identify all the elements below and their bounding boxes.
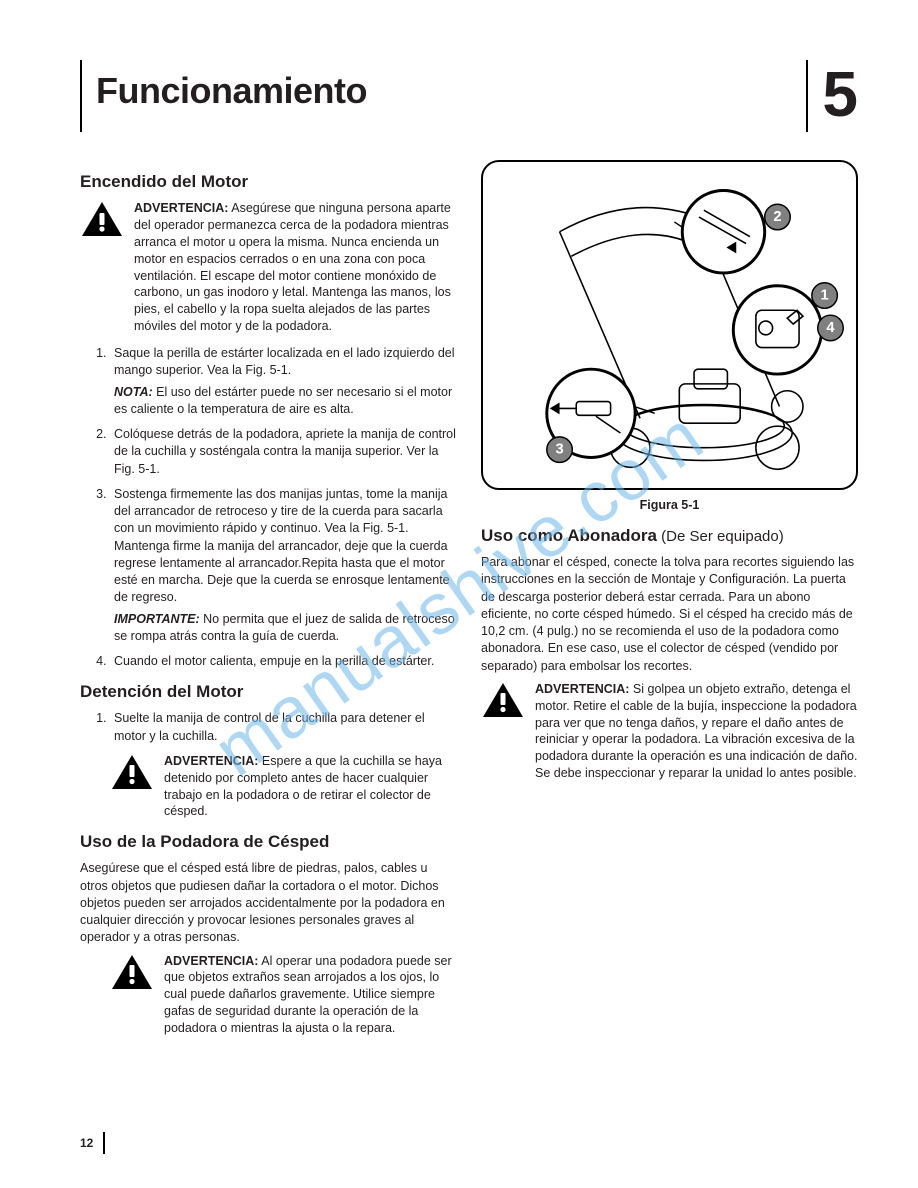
important-block: IMPORTANTE: No permita que el juez de sa… <box>114 611 457 646</box>
step-2: Colóquese detrás de la podadora, apriete… <box>110 426 457 478</box>
warning-block-1: ADVERTENCIA: Asegúrese que ninguna perso… <box>80 200 457 335</box>
step-1: Saque la perilla de estárter localizada … <box>110 345 457 418</box>
heading-sub: (De Ser equipado) <box>657 528 784 545</box>
warning-body: Si golpea un objeto extraño, detenga el … <box>535 682 857 780</box>
warning-body: Asegúrese que ninguna persona aparte del… <box>134 201 451 333</box>
warning-lead: ADVERTENCIA: <box>164 754 258 768</box>
heading-uso-podadora: Uso de la Podadora de Césped <box>80 832 457 852</box>
warning-block-4: ADVERTENCIA: Si golpea un objeto extraño… <box>481 681 858 782</box>
callout-1: 1 <box>820 288 828 304</box>
warning-icon <box>481 681 525 782</box>
note-body: El uso del estárter puede no ser necesar… <box>114 385 452 416</box>
right-column: 2 1 4 3 Figura 5-1 Uso como Abonadora (D… <box>481 160 858 1047</box>
warning-text-2: ADVERTENCIA: Espere a que la cuchilla se… <box>164 753 457 821</box>
page-number: 12 <box>80 1132 105 1154</box>
step-4: Cuando el motor calienta, empuje en la p… <box>110 653 457 670</box>
page-container: Funcionamiento 5 Encendido del Motor ADV… <box>0 0 918 1188</box>
warning-block-2: ADVERTENCIA: Espere a que la cuchilla se… <box>110 753 457 821</box>
callout-2: 2 <box>773 209 781 225</box>
callout-4: 4 <box>826 320 835 336</box>
encendido-steps: Saque la perilla de estárter localizada … <box>80 345 457 670</box>
step-3: Sostenga firmemente las dos manijas junt… <box>110 486 457 645</box>
mower-diagram: 2 1 4 3 <box>483 162 856 488</box>
uso-paragraph: Asegúrese que el césped está libre de pi… <box>80 860 457 946</box>
chapter-number: 5 <box>806 60 858 132</box>
important-lead: IMPORTANTE: <box>114 612 200 626</box>
callout-3: 3 <box>555 442 563 458</box>
figure-caption: Figura 5-1 <box>481 498 858 512</box>
title-row: Funcionamiento 5 <box>80 60 858 132</box>
detencion-steps: Suelte la manija de control de la cuchil… <box>80 710 457 745</box>
warning-text-1: ADVERTENCIA: Asegúrese que ninguna perso… <box>134 200 457 335</box>
heading-main: Uso como Abonadora <box>481 526 657 545</box>
det-step-1: Suelte la manija de control de la cuchil… <box>110 710 457 745</box>
heading-detencion: Detención del Motor <box>80 682 457 702</box>
warning-text-3: ADVERTENCIA: Al operar una podadora pued… <box>164 953 457 1037</box>
step-text: Saque la perilla de estárter localizada … <box>114 346 455 377</box>
two-column-layout: Encendido del Motor ADVERTENCIA: Asegúre… <box>80 160 858 1047</box>
warning-lead: ADVERTENCIA: <box>535 682 629 696</box>
heading-abonadora: Uso como Abonadora (De Ser equipado) <box>481 526 858 546</box>
step-text: Sostenga firmemente las dos manijas junt… <box>114 487 450 605</box>
note-block: NOTA: El uso del estárter puede no ser n… <box>114 384 457 419</box>
warning-icon <box>110 953 154 1037</box>
warning-text-4: ADVERTENCIA: Si golpea un objeto extraño… <box>535 681 858 782</box>
warning-lead: ADVERTENCIA: <box>164 954 258 968</box>
abonadora-paragraph: Para abonar el césped, conecte la tolva … <box>481 554 858 675</box>
warning-lead: ADVERTENCIA: <box>134 201 228 215</box>
warning-icon <box>80 200 124 335</box>
left-column: Encendido del Motor ADVERTENCIA: Asegúre… <box>80 160 457 1047</box>
warning-icon <box>110 753 154 821</box>
figure-5-1: 2 1 4 3 <box>481 160 858 490</box>
page-title: Funcionamiento <box>96 60 806 122</box>
warning-block-3: ADVERTENCIA: Al operar una podadora pued… <box>110 953 457 1037</box>
heading-encendido: Encendido del Motor <box>80 172 457 192</box>
note-lead: NOTA: <box>114 385 153 399</box>
